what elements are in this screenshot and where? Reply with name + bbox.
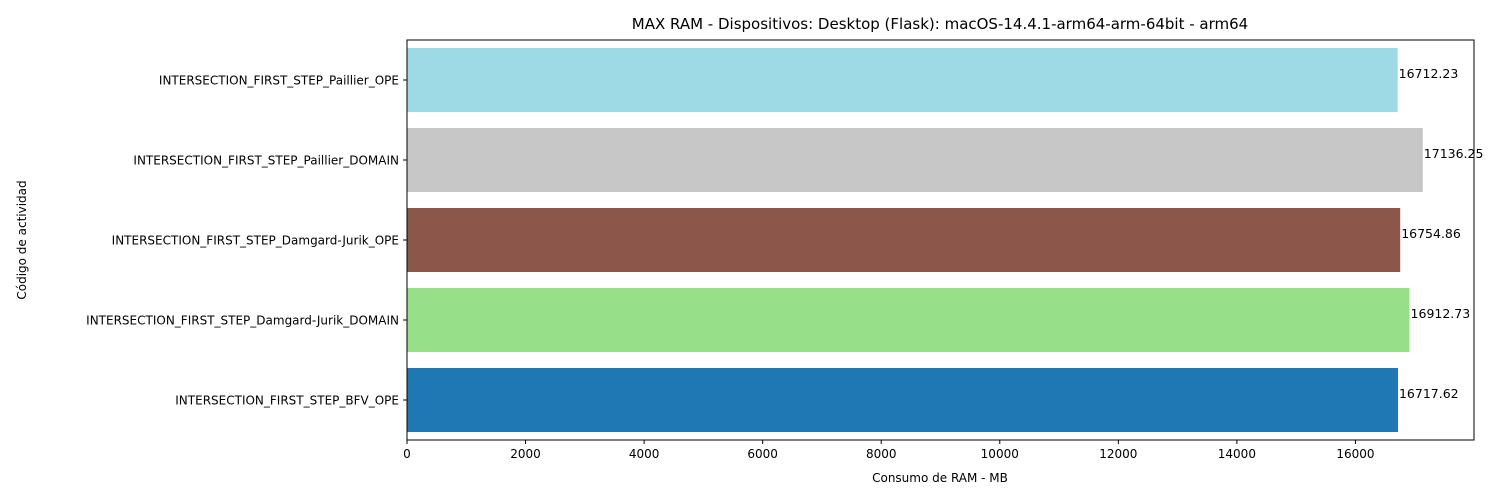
data-label: 17136.25 bbox=[1424, 146, 1484, 161]
x-tick-label: 0 bbox=[403, 447, 411, 461]
bar-INTERSECTION_FIRST_STEP_Paillier_OPE bbox=[407, 48, 1398, 112]
x-axis-ticks: 0 2000 4000 6000 8000 10000 12000 14000 16000 bbox=[403, 440, 1375, 461]
x-tick-label: 2000 bbox=[510, 447, 541, 461]
y-tick-label: INTERSECTION_FIRST_STEP_Damgard-Jurik_DO… bbox=[86, 314, 399, 328]
x-axis-label: Consumo de RAM - MB bbox=[872, 471, 1008, 485]
x-tick-label: 4000 bbox=[629, 447, 660, 461]
y-tick-label: INTERSECTION_FIRST_STEP_Paillier_OPE bbox=[159, 74, 399, 88]
y-tick-label: INTERSECTION_FIRST_STEP_Damgard-Jurik_OP… bbox=[112, 234, 399, 248]
x-tick-label: 16000 bbox=[1336, 447, 1374, 461]
data-label: 16754.86 bbox=[1401, 226, 1461, 241]
bar-INTERSECTION_FIRST_STEP_Paillier_DOMAIN bbox=[407, 128, 1423, 192]
x-tick-label: 6000 bbox=[747, 447, 778, 461]
y-tick-label: INTERSECTION_FIRST_STEP_Paillier_DOMAIN bbox=[133, 154, 399, 168]
data-label: 16712.23 bbox=[1399, 66, 1459, 81]
x-tick-label: 14000 bbox=[1218, 447, 1256, 461]
data-label: 16717.62 bbox=[1399, 386, 1459, 401]
y-tick-label: INTERSECTION_FIRST_STEP_BFV_OPE bbox=[175, 394, 399, 408]
data-label: 16912.73 bbox=[1411, 306, 1471, 321]
x-tick-label: 12000 bbox=[1099, 447, 1137, 461]
data-labels-layer: 16717.62 16912.73 16754.86 17136.25 16712.23 bbox=[1399, 66, 1484, 401]
x-tick-label: 8000 bbox=[866, 447, 897, 461]
plot-frame bbox=[406, 39, 1475, 441]
y-axis-label: Código de actividad bbox=[15, 180, 29, 299]
bars-layer bbox=[407, 48, 1423, 432]
chart-title: MAX RAM - Dispositivos: Desktop (Flask):… bbox=[632, 15, 1248, 33]
y-axis-ticks: INTERSECTION_FIRST_STEP_BFV_OPE INTERSECT… bbox=[86, 74, 407, 408]
bar-INTERSECTION_FIRST_STEP_Damgard-Jurik_DOMAIN bbox=[407, 288, 1410, 352]
x-tick-label: 10000 bbox=[981, 447, 1019, 461]
bar-INTERSECTION_FIRST_STEP_Damgard-Jurik_OPE bbox=[407, 208, 1401, 272]
bar-INTERSECTION_FIRST_STEP_BFV_OPE bbox=[407, 368, 1398, 432]
